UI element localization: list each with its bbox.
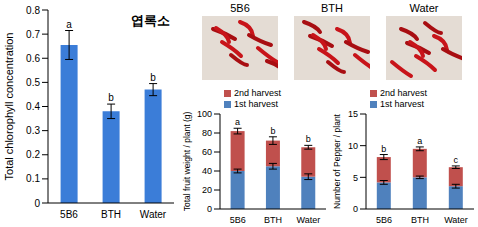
svg-text:60: 60	[202, 147, 212, 157]
html-text:엽록소: 엽록소	[131, 13, 170, 28]
svg-text:0: 0	[353, 204, 358, 214]
svg-text:0.4: 0.4	[26, 101, 40, 112]
svg-text:0.8: 0.8	[26, 5, 40, 16]
svg-text:0.6: 0.6	[26, 53, 40, 64]
svg-text:0.1: 0.1	[26, 173, 40, 184]
svg-text:0: 0	[207, 204, 212, 214]
svg-text:100: 100	[197, 109, 212, 119]
svg-text:Total fruit weight / plant (g): Total fruit weight / plant (g)	[182, 111, 192, 211]
svg-text:5B6: 5B6	[376, 215, 392, 225]
svg-text:b: b	[150, 72, 156, 83]
svg-text:5B6: 5B6	[230, 215, 246, 225]
svg-text:0.3: 0.3	[26, 125, 40, 136]
svg-text:Water: Water	[296, 215, 320, 225]
svg-text:a: a	[235, 117, 240, 127]
html-text:1st harvest: 1st harvest	[380, 99, 424, 109]
svg-text:BTH: BTH	[264, 215, 282, 225]
html-text:Water: Water	[409, 2, 439, 14]
svg-text:0.7: 0.7	[26, 29, 40, 40]
svg-text:15: 15	[348, 109, 358, 119]
svg-text:40: 40	[202, 166, 212, 176]
svg-text:b: b	[381, 144, 386, 154]
svg-text:BTH: BTH	[411, 215, 429, 225]
svg-text:5: 5	[353, 173, 358, 183]
html-text:BTH: BTH	[321, 2, 343, 14]
svg-text:b: b	[306, 134, 311, 144]
svg-text:10: 10	[348, 141, 358, 151]
svg-text:b: b	[270, 126, 275, 136]
svg-text:Water: Water	[444, 215, 468, 225]
svg-text:a: a	[417, 136, 422, 146]
svg-text:0.2: 0.2	[26, 149, 40, 160]
svg-text:0.5: 0.5	[26, 77, 40, 88]
svg-text:80: 80	[202, 128, 212, 138]
html-text:1st harvest: 1st harvest	[234, 99, 278, 109]
html-text:2nd harvest: 2nd harvest	[380, 88, 427, 98]
svg-text:BTH: BTH	[101, 209, 121, 220]
svg-text:a: a	[66, 19, 72, 30]
svg-text:Water: Water	[140, 209, 167, 220]
svg-text:b: b	[108, 92, 114, 103]
html-text:2nd harvest: 2nd harvest	[234, 88, 281, 98]
svg-text:Number of Pepper / plant: Number of Pepper / plant	[332, 113, 342, 209]
svg-text:5B6: 5B6	[60, 209, 78, 220]
svg-text:Total chlorophyll concentratio: Total chlorophyll concentration	[8, 33, 15, 181]
svg-text:20: 20	[202, 185, 212, 195]
html-text:5B6: 5B6	[230, 2, 250, 14]
svg-text:0: 0	[34, 198, 40, 209]
svg-text:c: c	[454, 155, 459, 165]
